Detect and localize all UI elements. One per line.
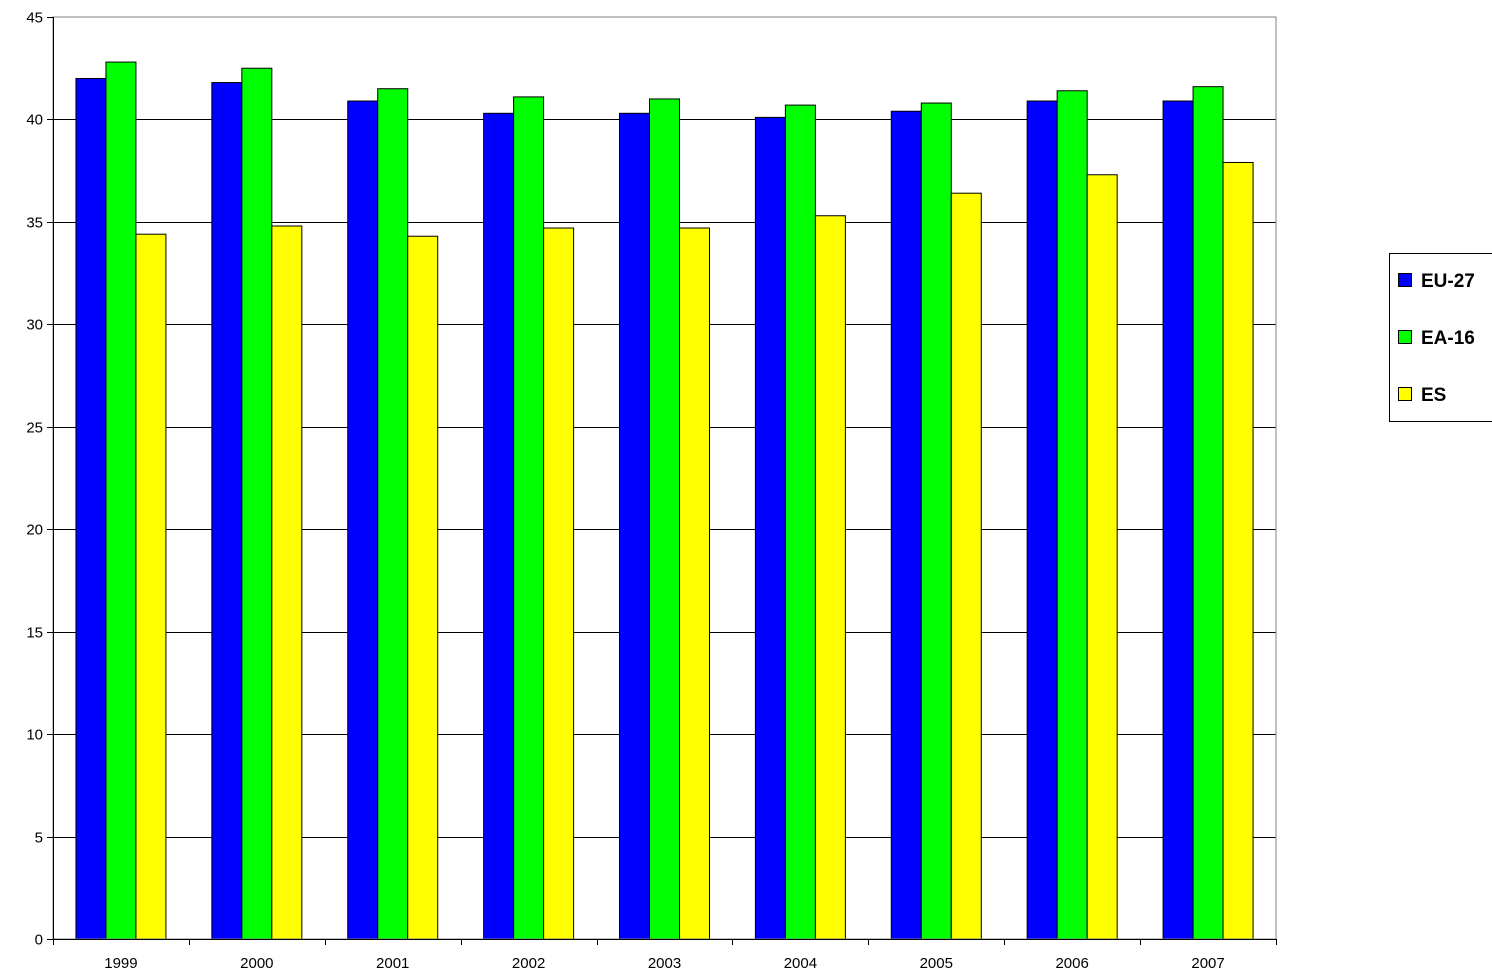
bar-eu-27-2005 <box>890 110 922 940</box>
y-tick-label: 15 <box>26 625 43 642</box>
x-tick-label: 2001 <box>376 955 409 972</box>
bar-es-2006 <box>1086 174 1118 940</box>
x-tick-label: 2006 <box>1055 955 1088 972</box>
y-tick-label: 5 <box>35 830 43 847</box>
x-tick-label: 2000 <box>240 955 273 972</box>
bar-ea-16-2002 <box>513 96 545 940</box>
x-tick-label: 2005 <box>920 955 953 972</box>
x-tick-label: 1999 <box>104 955 137 972</box>
bar-es-2005 <box>950 192 982 940</box>
bar-ea-16-2004 <box>784 104 816 940</box>
legend: EU-27 EA-16 ES <box>1389 253 1492 422</box>
bar-eu-27-2002 <box>483 112 515 940</box>
bar-eu-27-2004 <box>754 116 786 940</box>
legend-swatch-ea-16 <box>1398 330 1412 344</box>
y-tick-label: 45 <box>26 10 43 27</box>
bar-es-1999 <box>135 233 167 940</box>
bar-eu-27-2000 <box>211 82 243 940</box>
legend-swatch-eu-27 <box>1398 273 1412 287</box>
y-tick-label: 10 <box>26 727 43 744</box>
legend-label-es: ES <box>1421 385 1446 406</box>
bar-eu-27-2007 <box>1162 100 1194 940</box>
y-axis-ticks: 0 5 10 15 20 25 30 35 40 45 <box>26 10 53 949</box>
bar-eu-27-2003 <box>619 112 650 940</box>
bar-ea-16-1999 <box>105 61 137 940</box>
legend-swatch-es <box>1398 387 1412 401</box>
bar-eu-27-2001 <box>347 100 379 940</box>
y-tick-label: 40 <box>26 112 43 129</box>
bar-es-2002 <box>543 227 575 940</box>
bar-eu-27-1999 <box>75 77 107 940</box>
bar-ea-16-2000 <box>241 67 273 940</box>
x-tick-label: 2004 <box>784 955 817 972</box>
bar-eu-27-2006 <box>1026 100 1058 940</box>
bar-es-2007 <box>1222 161 1254 940</box>
bar-es-2001 <box>407 235 439 940</box>
x-tick-label: 2007 <box>1191 955 1224 972</box>
y-tick-label: 35 <box>26 215 43 232</box>
bar-ea-16-2001 <box>377 88 409 940</box>
y-tick-label: 30 <box>26 317 43 334</box>
bar-es-2004 <box>814 215 846 940</box>
y-tick-label: 25 <box>26 420 43 437</box>
bar-ea-16-2005 <box>920 102 952 940</box>
bar-ea-16-2003 <box>649 98 680 940</box>
bar-ea-16-2006 <box>1056 90 1088 940</box>
bar-es-2003 <box>679 227 710 940</box>
y-tick-label: 0 <box>35 932 43 949</box>
legend-label-eu-27: EU-27 <box>1421 271 1475 292</box>
axes <box>52 16 1277 940</box>
x-tick-label: 2002 <box>512 955 545 972</box>
bar-ea-16-2007 <box>1192 86 1224 940</box>
y-tick-label: 20 <box>26 522 43 539</box>
legend-label-ea-16: EA-16 <box>1421 328 1475 349</box>
x-tick-label: 2003 <box>648 955 681 972</box>
bars <box>75 61 1254 940</box>
bar-es-2000 <box>271 225 303 940</box>
x-axis-ticks: 1999 2000 2001 2002 2003 2004 2005 2006 2007 <box>53 939 1277 972</box>
